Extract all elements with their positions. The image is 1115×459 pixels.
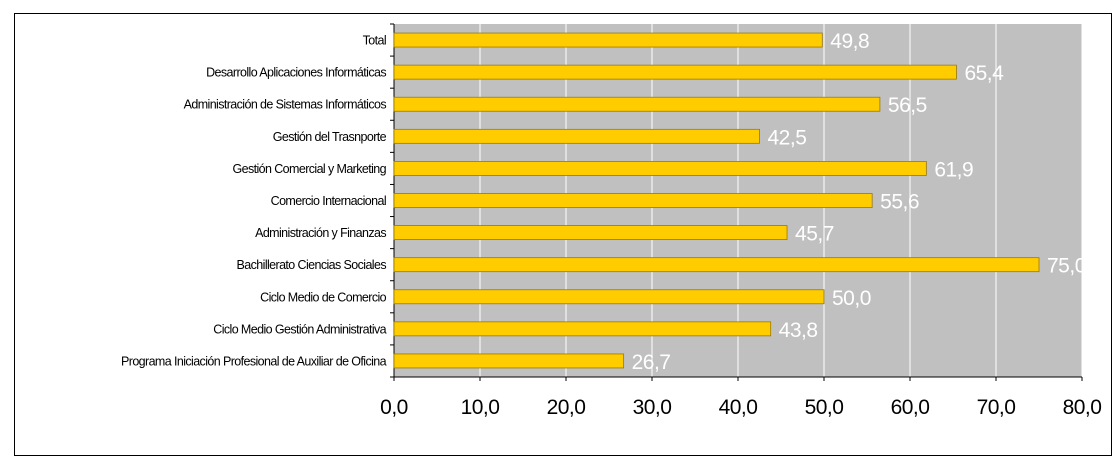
data-label: 42,5 xyxy=(768,126,807,149)
category-label: Comercio Internacional xyxy=(271,194,386,208)
bar xyxy=(393,161,927,176)
category-label: Gestión del Trasnporte xyxy=(273,130,387,144)
bar-chart: 0,0 10,0 20,0 30,0 40,0 50,0 60,0 70,0 80,0 Total… xyxy=(121,23,1102,419)
category-label: Programa Iniciación Profesional de Auxil… xyxy=(121,354,387,368)
x-tick-label: 10,0 xyxy=(461,396,500,419)
x-tick-label: 20,0 xyxy=(547,396,586,419)
x-tick-label: 60,0 xyxy=(891,396,930,419)
bar xyxy=(393,353,625,369)
bar xyxy=(393,225,788,240)
category-label: Bachillerato Ciencias Sociales xyxy=(237,258,387,272)
data-label: 26,7 xyxy=(632,351,671,374)
bar xyxy=(393,128,760,144)
bar xyxy=(393,96,881,112)
bar xyxy=(393,32,823,48)
x-tick-label: 80,0 xyxy=(1063,396,1102,419)
data-label: 65,4 xyxy=(964,62,1004,85)
x-tick-label: 0,0 xyxy=(380,396,408,419)
category-label: Gestión Comercial y Marketing xyxy=(233,162,387,176)
data-label: 56,5 xyxy=(888,94,927,117)
data-label: 75,0 xyxy=(1047,255,1086,278)
data-label: 45,7 xyxy=(795,223,834,246)
category-label: Desarrollo Aplicaciones Informáticas xyxy=(206,66,386,80)
category-label: Ciclo Medio de Comercio xyxy=(260,290,386,304)
data-label: 61,9 xyxy=(934,158,973,181)
bar xyxy=(393,64,957,80)
category-label: Total xyxy=(363,34,386,48)
data-label: 55,6 xyxy=(880,191,919,214)
bar xyxy=(393,321,772,337)
data-label: 49,8 xyxy=(830,30,869,53)
x-tick-label: 70,0 xyxy=(977,396,1016,419)
category-label: Administración de Sistemas Informáticos xyxy=(184,98,387,112)
bar xyxy=(393,257,1040,273)
data-label: 50,0 xyxy=(832,287,871,310)
category-label: Ciclo Medio Gestión Administrativa xyxy=(213,322,386,336)
category-label: Administración y Finanzas xyxy=(255,226,386,240)
x-tick-label: 40,0 xyxy=(719,396,758,419)
data-label: 43,8 xyxy=(779,319,818,342)
x-tick-label: 30,0 xyxy=(633,396,672,419)
bar xyxy=(393,289,825,305)
chart-frame: 0,0 10,0 20,0 30,0 40,0 50,0 60,0 70,0 80,0 Total… xyxy=(14,13,1112,456)
bar xyxy=(393,193,873,208)
x-tick-label: 50,0 xyxy=(805,396,844,419)
